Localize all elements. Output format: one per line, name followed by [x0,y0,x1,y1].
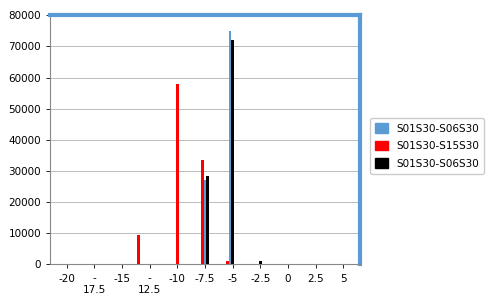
Legend: S01S30-S06S30, S01S30-S15S30, S01S30-S06S30: S01S30-S06S30, S01S30-S15S30, S01S30-S06… [370,118,484,174]
Bar [176,84,178,264]
Bar [259,261,262,264]
Bar [228,31,232,264]
Bar [201,160,203,264]
Bar [226,261,228,264]
Bar [137,235,140,264]
Bar [232,40,234,264]
Bar [206,176,209,264]
Bar [204,180,206,264]
